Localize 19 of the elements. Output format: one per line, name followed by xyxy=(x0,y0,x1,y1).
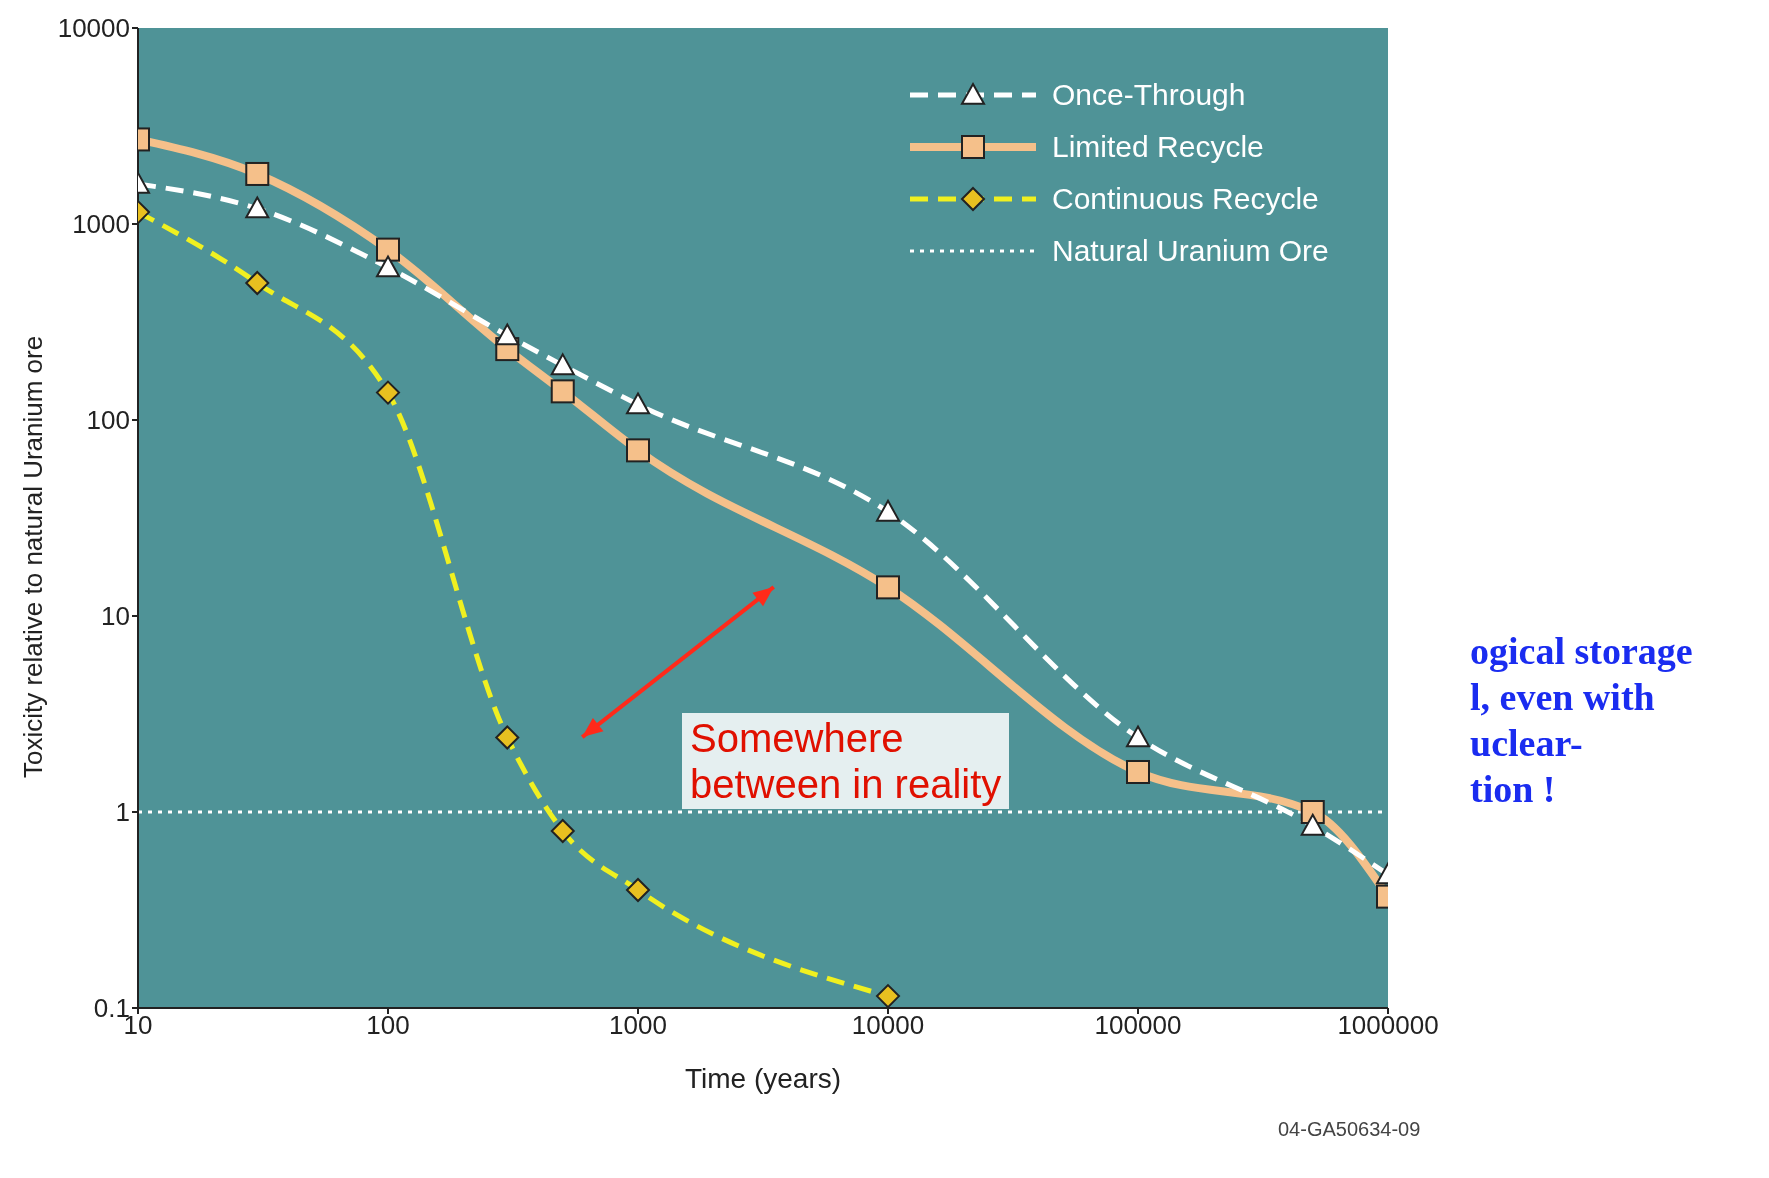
legend-label: Once-Through xyxy=(1052,78,1246,112)
y-tick-label: 1000 xyxy=(72,209,130,240)
y-tick-label: 1 xyxy=(115,797,130,828)
text: 04-GA50634-09 xyxy=(1278,1118,1421,1141)
y-tick-label: 100 xyxy=(86,405,130,436)
legend-label: Natural Uranium Ore xyxy=(1052,234,1329,268)
x-tick-label: 100000 xyxy=(1094,1010,1182,1041)
x-tick-label: 1000000 xyxy=(1337,1010,1439,1041)
legend-label: Limited Recycle xyxy=(1052,130,1264,164)
x-tick-label: 100 xyxy=(366,1010,410,1041)
annotation: Somewhere between in reality xyxy=(682,712,1010,809)
y-axis-title: Toxicity relative to natural Uranium ore xyxy=(18,335,49,778)
legend-label: Continuous Recycle xyxy=(1052,182,1319,216)
y-tick-label: 10000 xyxy=(57,13,130,44)
x-tick-label: 1000 xyxy=(609,1010,667,1041)
y-tick-label: 10 xyxy=(101,601,130,632)
text: ogical storage l, even with uclear- tion ! xyxy=(1470,629,1694,812)
x-tick-label: 10000 xyxy=(851,1010,925,1041)
x-axis-title: Time (years) xyxy=(684,1063,842,1094)
